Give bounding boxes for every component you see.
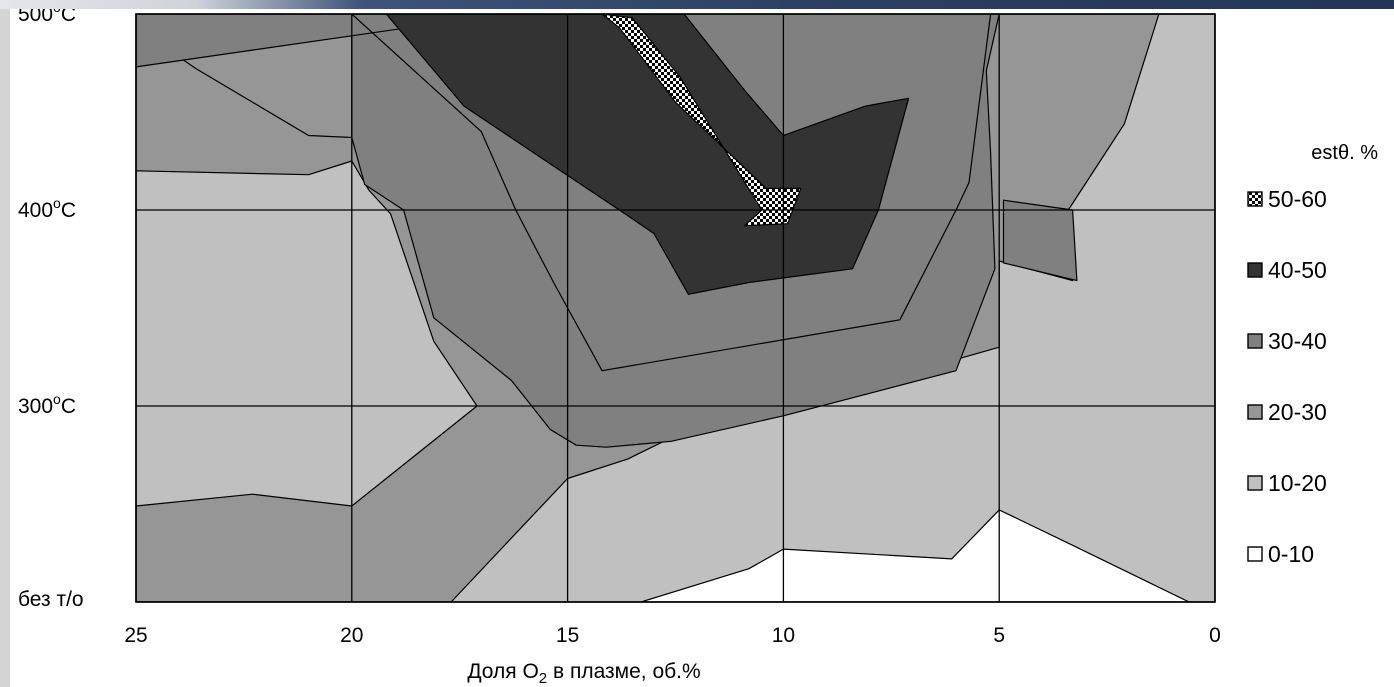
legend-swatch bbox=[1247, 546, 1263, 562]
legend-label: 50-60 bbox=[1268, 186, 1327, 212]
contour-region-30-40-4 bbox=[1002, 199, 1078, 282]
legend-label: 40-50 bbox=[1268, 257, 1327, 283]
legend-swatch bbox=[1247, 191, 1263, 207]
legend-label: 20-30 bbox=[1268, 399, 1327, 425]
plot-frame bbox=[135, 13, 1216, 603]
grid-lines bbox=[135, 13, 1216, 603]
contour-region-30-40-6 bbox=[136, 14, 992, 372]
y-tick-label: 300oC bbox=[18, 391, 76, 418]
legend-label: 10-20 bbox=[1268, 470, 1327, 496]
legend-swatch bbox=[1247, 333, 1263, 349]
y-tick-label: без т/о bbox=[18, 588, 84, 611]
contour-regions bbox=[136, 14, 1215, 602]
contour-region-50-60-8 bbox=[601, 14, 802, 227]
x-tick-label: 5 bbox=[993, 624, 1005, 647]
x-tick-label: 20 bbox=[340, 624, 363, 647]
x-tick-label: 25 bbox=[124, 624, 147, 647]
contour-region-0-10-9 bbox=[640, 509, 1190, 602]
window-top-bar bbox=[0, 0, 1394, 9]
x-tick-label: 0 bbox=[1209, 624, 1221, 647]
legend-swatch bbox=[1247, 475, 1263, 491]
contour-chart: без т/о 300oC 400oC 500oC 25 20 15 10 5 0 Доля O… bbox=[18, 9, 1378, 687]
legend-swatch bbox=[1247, 404, 1263, 420]
legend-label: 0-10 bbox=[1268, 541, 1314, 567]
x-tick-label: 10 bbox=[772, 624, 795, 647]
x-axis-ticks: 25 20 15 10 5 0 bbox=[124, 624, 1221, 647]
legend-swatch bbox=[1247, 262, 1263, 278]
y-tick-label: 400oC bbox=[18, 195, 76, 222]
y-axis-ticks: без т/о 300oC 400oC 500oC bbox=[18, 9, 84, 611]
legend-title: estθ. % bbox=[1311, 142, 1378, 164]
contour-region-10-20-1 bbox=[136, 160, 478, 602]
legend-label: 30-40 bbox=[1268, 328, 1327, 354]
legend: 50-60 40-50 30-40 20-30 10-20 0-10 bbox=[1247, 186, 1327, 567]
x-tick-label: 15 bbox=[556, 624, 579, 647]
x-axis-label: Доля O2 в плазме, об.% bbox=[467, 660, 700, 687]
y-tick-label: 500oC bbox=[18, 9, 76, 26]
chart-panel: без т/о 300oC 400oC 500oC 25 20 15 10 5 0 Доля O… bbox=[10, 9, 1394, 687]
